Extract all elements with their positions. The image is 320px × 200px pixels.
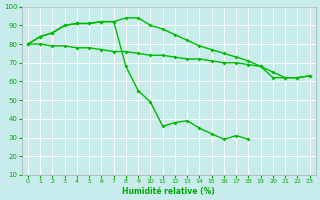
X-axis label: Humidité relative (%): Humidité relative (%) bbox=[123, 187, 215, 196]
